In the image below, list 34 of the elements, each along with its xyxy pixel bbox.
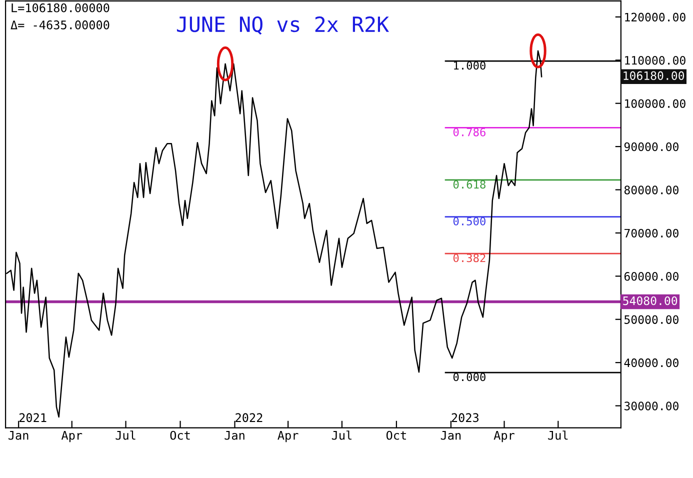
x-tick-label: Jan (8, 431, 28, 440)
annotation: 2023 (452, 413, 478, 422)
y-tick-label: 100000.00 (625, 99, 686, 108)
y-tick-label: 120000.00 (625, 12, 686, 22)
y-tick-label: 40000.00 (624, 358, 678, 368)
annotation: 0.382 (453, 254, 486, 262)
ref-line-label: 54080.00 (623, 296, 678, 306)
annotation: 0.786 (453, 128, 486, 136)
y-tick-label: 30000.00 (624, 402, 678, 410)
x-tick-label: Oct (386, 430, 406, 440)
x-tick-label: Jul (548, 430, 568, 440)
annotation: 2022 (236, 413, 262, 422)
text: JUNE NQ vs 2x R2K (176, 16, 389, 35)
x-tick-label: Jul (116, 430, 136, 440)
x-tick-label: Oct (170, 430, 190, 440)
x-tick-label: Jan (224, 431, 244, 440)
annotation: L=106180.00000 (12, 3, 110, 12)
y-tick-label: 110000.00 (625, 56, 686, 65)
annotation: 0.618 (453, 180, 486, 189)
x-tick-label: Apr (61, 431, 82, 442)
text: 106180.00 (624, 71, 684, 80)
y-tick-label: 60000.00 (624, 272, 678, 281)
x-tick-label: Apr (494, 431, 514, 442)
y-tick-label: 50000.00 (624, 315, 678, 324)
y-tick-label: 80000.00 (624, 186, 678, 194)
annotation: 0.000 (453, 372, 486, 382)
annotation: 1.000 (454, 61, 486, 70)
annotation: 2021 (19, 413, 46, 422)
x-tick-label: Jan (440, 431, 461, 440)
y-tick-label: 90000.00 (624, 142, 678, 152)
y-tick-label: 70000.00 (624, 228, 678, 238)
x-tick-label: Jul (332, 430, 352, 440)
annotation: Δ= -4635.00000 (10, 20, 110, 30)
x-tick-label: Apr (278, 431, 298, 442)
